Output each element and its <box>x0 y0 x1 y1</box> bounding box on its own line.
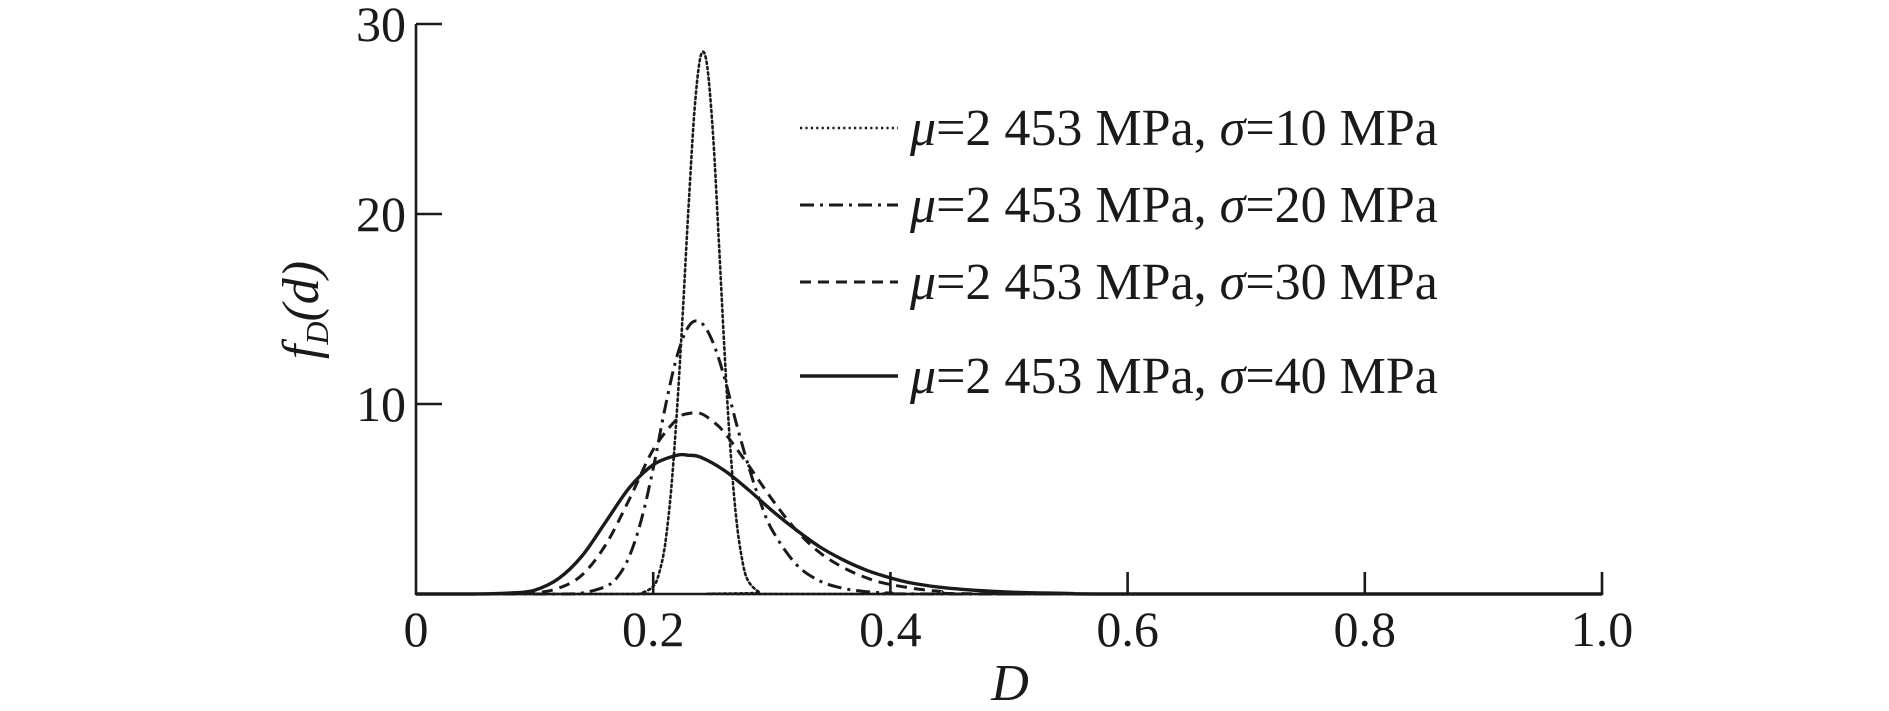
legend: μ=2 453 MPa, σ=10 MPa μ=2 453 MPa, σ=20 M… <box>800 100 1438 405</box>
x-tick-label: 0.4 <box>859 601 922 657</box>
legend-label-4: μ=2 453 MPa, σ=40 MPa <box>909 348 1438 405</box>
y-axis-label-arg: (d) <box>273 261 330 322</box>
svg-text:fD(d): fD(d) <box>273 261 335 359</box>
x-tick-label: 0.8 <box>1334 601 1397 657</box>
x-axis-label: D <box>990 655 1029 711</box>
y-tick-label: 20 <box>356 186 406 242</box>
tick-labels: 0 0.2 0.4 0.6 0.8 1.0 10 20 30 <box>356 0 1633 657</box>
x-tick-label: 0 <box>404 601 429 657</box>
ticks <box>416 22 1604 594</box>
legend-label-2: μ=2 453 MPa, σ=20 MPa <box>909 177 1438 234</box>
x-tick-label: 0.6 <box>1096 601 1159 657</box>
series-line-4 <box>416 452 1602 596</box>
legend-label-3: μ=2 453 MPa, σ=30 MPa <box>909 254 1438 311</box>
plot-series <box>414 50 1604 596</box>
series-line-3 <box>416 411 1602 596</box>
series-line-2 <box>416 319 1602 596</box>
y-axis-label-sub: D <box>299 322 335 346</box>
legend-label-1: μ=2 453 MPa, σ=10 MPa <box>909 100 1438 157</box>
y-axis-label: fD(d) <box>273 261 335 359</box>
y-tick-label: 30 <box>356 0 406 52</box>
series-line-1 <box>414 50 1604 596</box>
y-tick-label: 10 <box>356 376 406 432</box>
x-tick-label: 0.2 <box>622 601 685 657</box>
x-tick-label: 1.0 <box>1571 601 1634 657</box>
